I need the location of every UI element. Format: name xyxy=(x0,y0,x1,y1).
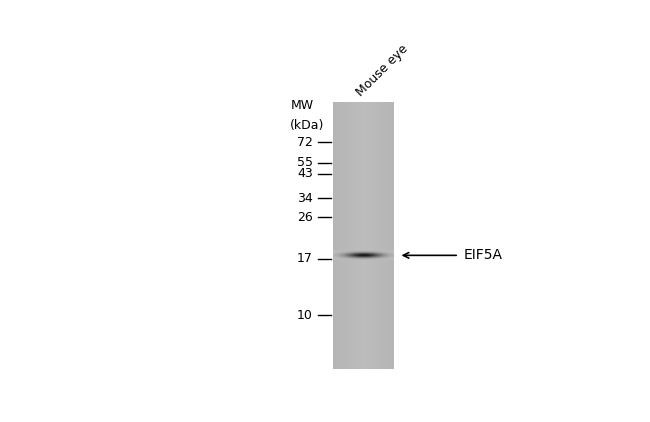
Text: 43: 43 xyxy=(297,167,313,180)
Text: MW: MW xyxy=(291,99,313,112)
Text: 10: 10 xyxy=(297,309,313,322)
Text: 72: 72 xyxy=(297,136,313,149)
Text: EIF5A: EIF5A xyxy=(464,249,503,262)
Text: 26: 26 xyxy=(297,211,313,224)
Text: 55: 55 xyxy=(297,156,313,169)
Text: Mouse eye: Mouse eye xyxy=(354,43,411,99)
Text: 34: 34 xyxy=(297,192,313,205)
Text: (kDa): (kDa) xyxy=(291,119,325,132)
Text: 17: 17 xyxy=(297,252,313,265)
